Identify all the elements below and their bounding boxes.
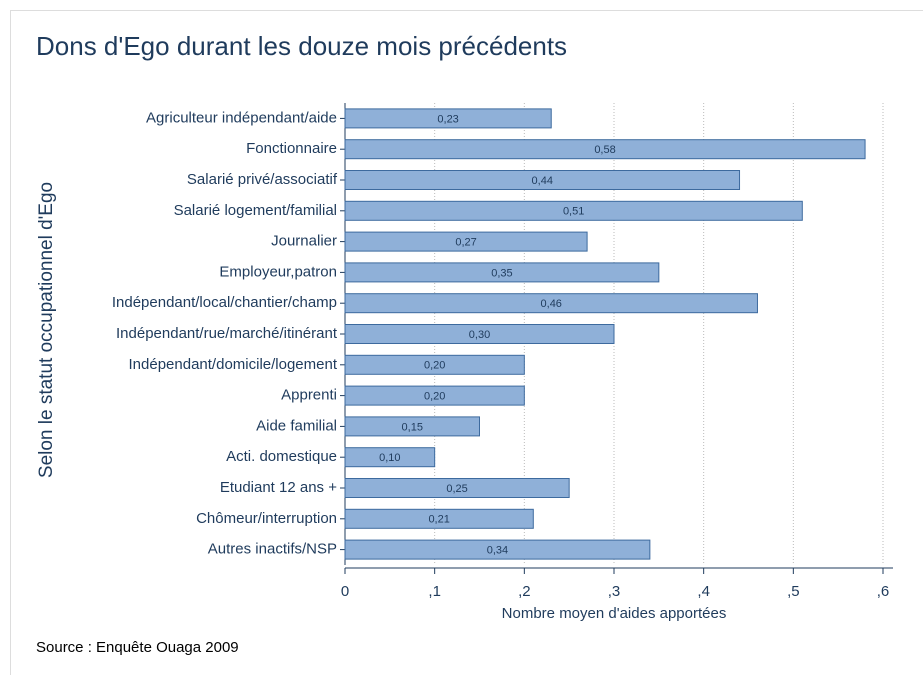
bar <box>344 416 480 437</box>
x-axis-label: Nombre moyen d'aides apportées <box>502 605 727 622</box>
x-tick-label: ,5 <box>787 583 800 600</box>
y-tick-label: Indépendant/domicile/logement <box>129 356 338 373</box>
bar <box>344 170 741 190</box>
y-tick-label: Apprenti <box>281 387 337 404</box>
x-tick-label: ,4 <box>697 583 710 600</box>
value-label: 0,20 <box>424 360 445 372</box>
y-tick-label: Agriculteur indépendant/aide <box>146 109 337 126</box>
value-label: 0,21 <box>428 514 449 526</box>
y-tick-label: Etudiant 12 ans + <box>220 479 337 496</box>
bar <box>344 354 525 375</box>
x-tick-label: ,2 <box>518 583 531 600</box>
value-label: 0,15 <box>402 421 423 433</box>
value-label: 0,51 <box>563 206 584 218</box>
bar <box>344 539 651 560</box>
bar <box>344 478 570 498</box>
x-tick-label: ,3 <box>608 583 621 600</box>
value-label: 0,58 <box>594 144 615 156</box>
value-label: 0,23 <box>437 113 458 125</box>
bar <box>344 200 803 221</box>
x-tick-label: ,6 <box>877 583 890 600</box>
x-tick-label: ,1 <box>428 583 441 600</box>
y-tick-label: Indépendant/rue/marché/itinérant <box>116 325 338 342</box>
value-label: 0,46 <box>541 298 562 310</box>
y-tick-label: Salarié logement/familial <box>174 202 337 219</box>
y-tick-label: Aide familial <box>256 417 337 434</box>
value-label: 0,25 <box>446 483 467 495</box>
bar <box>344 262 660 283</box>
y-tick-label: Salarié privé/associatif <box>187 171 338 188</box>
value-label: 0,20 <box>424 391 445 403</box>
value-label: 0,35 <box>491 267 512 279</box>
y-tick-label: Indépendant/local/chantier/champ <box>112 294 337 311</box>
y-tick-label: Chômeur/interruption <box>196 510 337 527</box>
value-label: 0,30 <box>469 329 490 341</box>
value-label: 0,34 <box>487 545 508 557</box>
bar <box>344 293 758 314</box>
frame <box>10 10 923 675</box>
bar <box>344 324 615 344</box>
bar <box>344 139 866 160</box>
x-tick-label: 0 <box>341 583 349 600</box>
bar <box>344 385 525 406</box>
value-label: 0,10 <box>379 452 400 464</box>
bar <box>344 108 552 129</box>
value-label: 0,44 <box>532 175 553 187</box>
chart-title: Dons d'Ego durant les douze mois précéde… <box>36 31 567 61</box>
y-tick-label: Acti. domestique <box>226 448 337 465</box>
bar <box>344 447 436 468</box>
y-tick-label: Employeur,patron <box>219 263 337 280</box>
bar <box>344 508 534 529</box>
y-axis-label: Selon le statut occupationnel d'Ego <box>36 182 57 478</box>
y-tick-label: Autres inactifs/NSP <box>208 541 337 558</box>
source: Source : Enquête Ouaga 2009 <box>36 639 239 656</box>
y-tick-label: Journalier <box>271 233 337 250</box>
value-label: 0,27 <box>455 237 476 249</box>
y-tick-label: Fonctionnaire <box>246 140 337 157</box>
bar <box>344 231 588 252</box>
